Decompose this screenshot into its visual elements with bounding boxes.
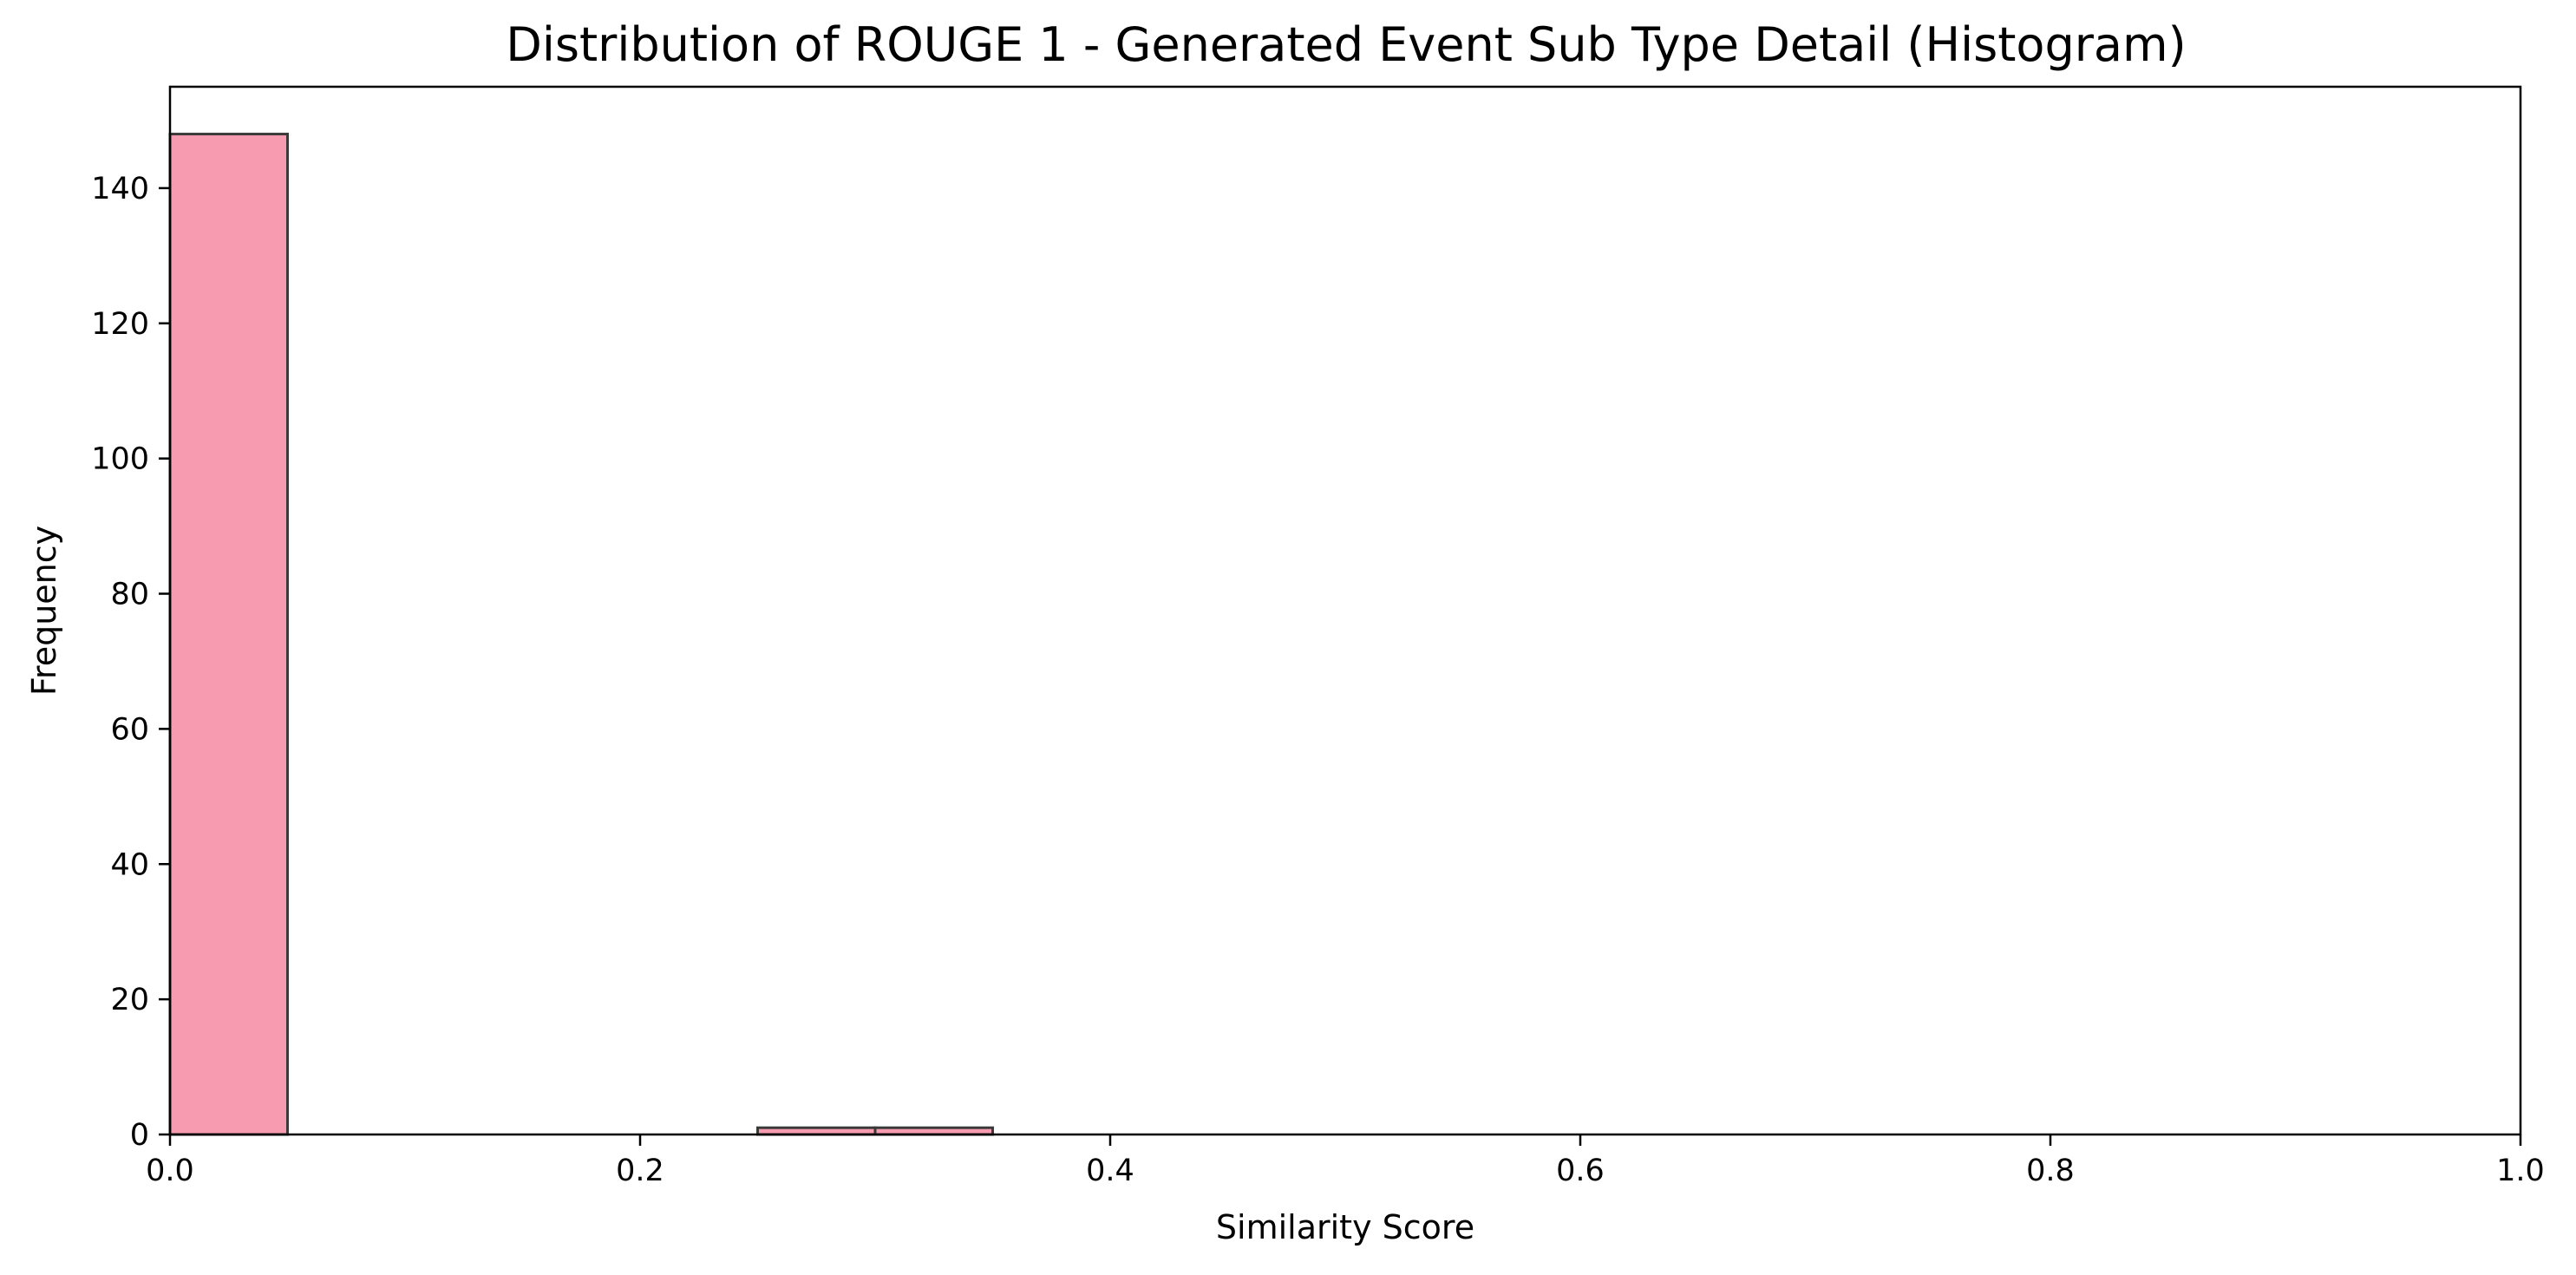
y-axis: 0 20 40 60 80 100 120 140: [91, 172, 170, 1153]
y-tick-label: 120: [91, 307, 149, 342]
x-axis: 0.0 0.2 0.4 0.6 0.8 1.0: [146, 1134, 2545, 1188]
x-tick-label: 1.0: [2496, 1154, 2545, 1188]
y-tick-label: 100: [91, 442, 149, 477]
x-tick-label: 0.6: [1556, 1154, 1605, 1188]
y-axis-label: Frequency: [25, 526, 63, 696]
x-tick-label: 0.0: [146, 1154, 194, 1188]
x-axis-label: Similarity Score: [1216, 1208, 1474, 1246]
y-tick-label: 40: [110, 847, 149, 882]
bars-layer: [168, 133, 994, 1136]
y-tick-label: 80: [110, 578, 149, 612]
y-tick-label: 0: [130, 1118, 149, 1153]
y-tick-label: 140: [91, 172, 149, 206]
chart-title: Distribution of ROUGE 1 - Generated Even…: [506, 17, 2186, 72]
y-tick-label: 20: [110, 983, 149, 1017]
x-tick-label: 0.4: [1086, 1154, 1134, 1188]
plot-frame: [168, 85, 2522, 1136]
y-tick-label: 60: [110, 712, 149, 747]
x-tick-label: 0.2: [616, 1154, 664, 1188]
histogram-bar-0: [168, 133, 289, 1136]
x-tick-label: 0.8: [2026, 1154, 2075, 1188]
